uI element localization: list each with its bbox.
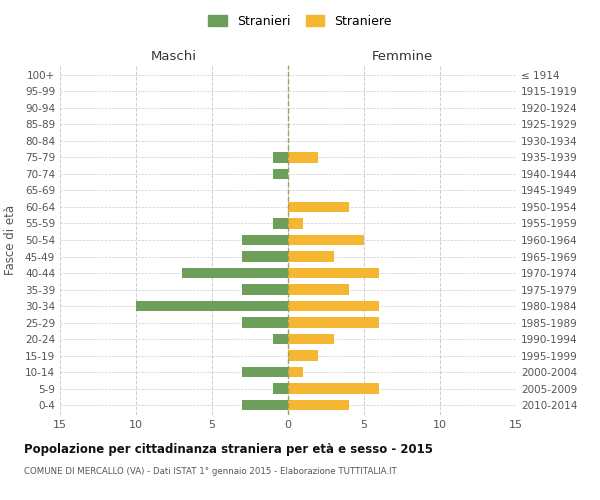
Bar	[288, 284, 349, 295]
Bar	[273, 168, 288, 179]
Bar	[242, 317, 288, 328]
Bar	[242, 366, 288, 378]
Bar	[288, 366, 303, 378]
Bar	[242, 400, 288, 410]
Bar	[273, 218, 288, 229]
Bar	[288, 218, 303, 229]
Text: COMUNE DI MERCALLO (VA) - Dati ISTAT 1° gennaio 2015 - Elaborazione TUTTITALIA.I: COMUNE DI MERCALLO (VA) - Dati ISTAT 1° …	[24, 468, 397, 476]
Bar	[273, 152, 288, 163]
Bar	[288, 334, 334, 344]
Legend: Stranieri, Straniere: Stranieri, Straniere	[205, 11, 395, 32]
Bar	[273, 383, 288, 394]
Bar	[288, 202, 349, 212]
Bar	[242, 251, 288, 262]
Bar	[288, 234, 364, 246]
Bar	[242, 234, 288, 246]
Bar	[273, 334, 288, 344]
Bar	[288, 268, 379, 278]
Bar	[288, 300, 379, 312]
Bar	[288, 400, 349, 410]
Text: Popolazione per cittadinanza straniera per età e sesso - 2015: Popolazione per cittadinanza straniera p…	[24, 442, 433, 456]
Bar	[288, 152, 319, 163]
Y-axis label: Fasce di età: Fasce di età	[4, 205, 17, 275]
Bar	[288, 251, 334, 262]
Text: Femmine: Femmine	[371, 50, 433, 64]
Bar	[288, 350, 319, 361]
Bar	[136, 300, 288, 312]
Bar	[182, 268, 288, 278]
Y-axis label: Anni di nascita: Anni di nascita	[597, 196, 600, 284]
Text: Maschi: Maschi	[151, 50, 197, 64]
Bar	[242, 284, 288, 295]
Bar	[288, 383, 379, 394]
Bar	[288, 317, 379, 328]
